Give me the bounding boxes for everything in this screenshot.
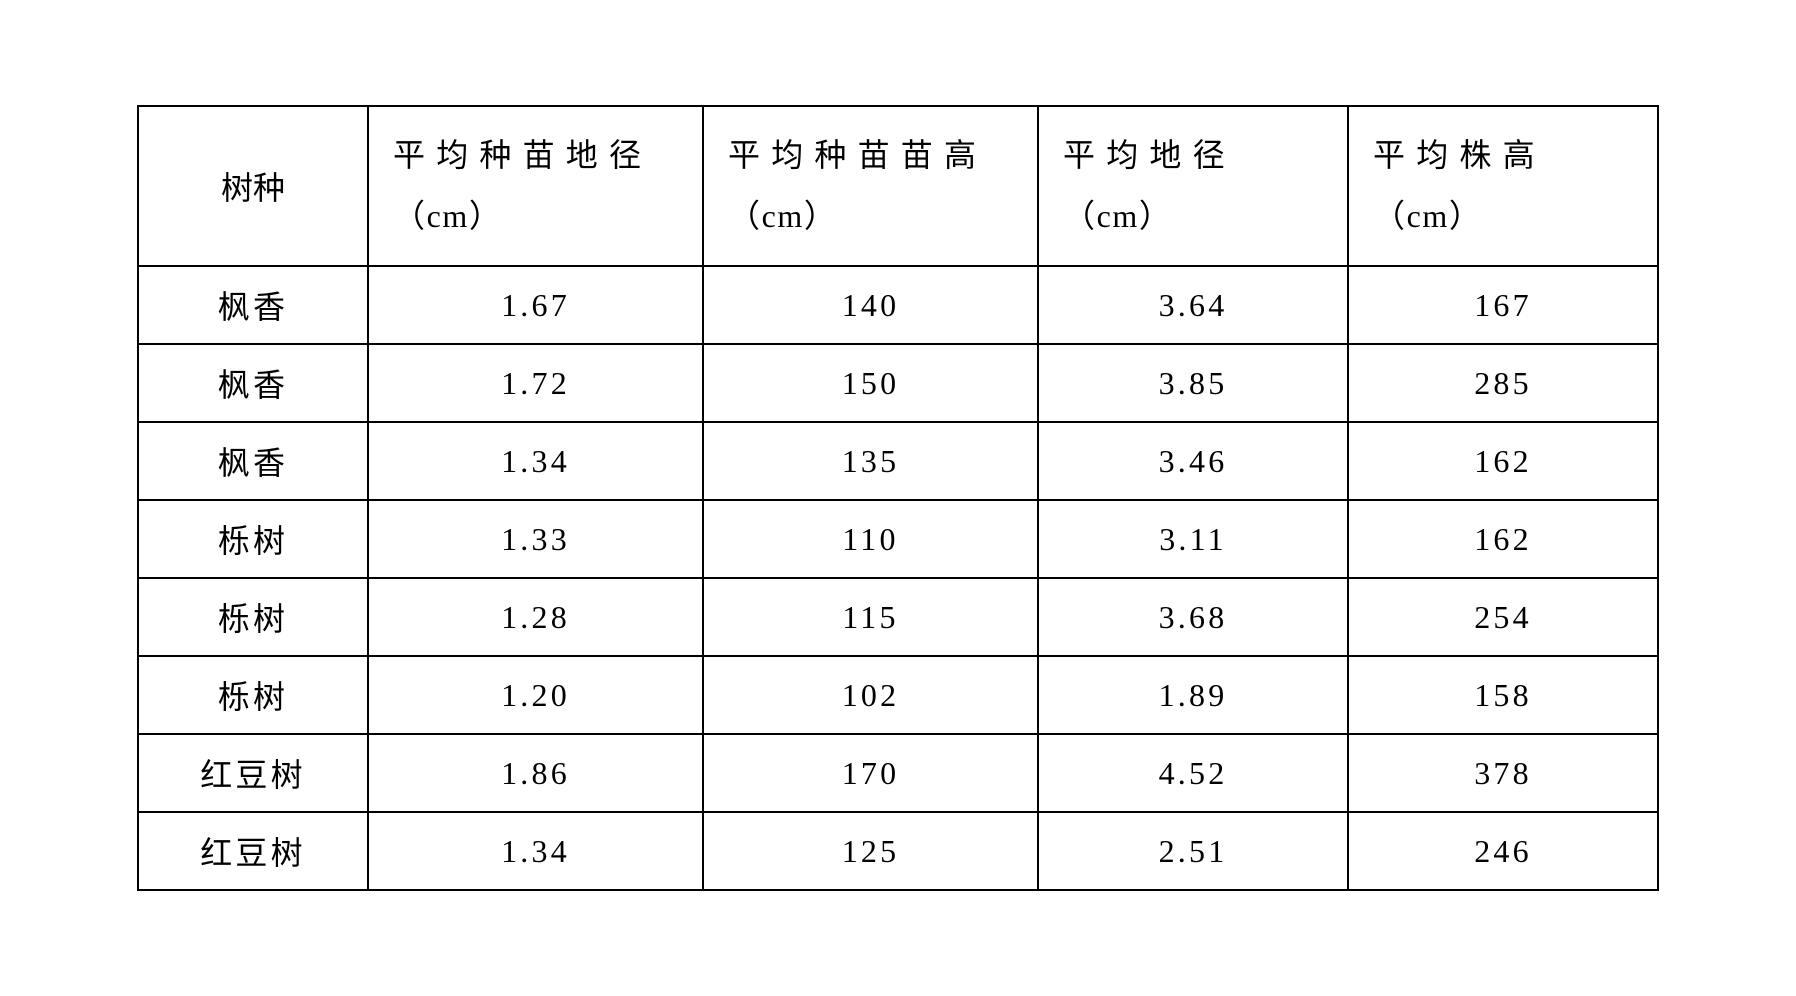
header-label-line2: （cm） bbox=[393, 186, 678, 247]
cell-species: 枫香 bbox=[138, 344, 368, 422]
cell-avg-height: 167 bbox=[1348, 266, 1658, 344]
table-row: 红豆树 1.34 125 2.51 246 bbox=[138, 812, 1658, 890]
header-row: 树种 平均种苗地径 （cm） 平均种苗苗高 （cm） 平均地径 （cm） 平均株… bbox=[138, 106, 1658, 266]
cell-seedling-diameter: 1.86 bbox=[368, 734, 703, 812]
cell-species: 红豆树 bbox=[138, 734, 368, 812]
cell-species: 栎树 bbox=[138, 656, 368, 734]
cell-seedling-diameter: 1.34 bbox=[368, 812, 703, 890]
table-header: 树种 平均种苗地径 （cm） 平均种苗苗高 （cm） 平均地径 （cm） 平均株… bbox=[138, 106, 1658, 266]
table-row: 枫香 1.67 140 3.64 167 bbox=[138, 266, 1658, 344]
cell-avg-height: 162 bbox=[1348, 422, 1658, 500]
header-label-line1: 平均种苗苗高 bbox=[728, 125, 1013, 186]
table-row: 栎树 1.33 110 3.11 162 bbox=[138, 500, 1658, 578]
cell-seedling-diameter: 1.34 bbox=[368, 422, 703, 500]
header-label-line1: 平均地径 bbox=[1063, 125, 1323, 186]
cell-seedling-height: 170 bbox=[703, 734, 1038, 812]
header-avg-diameter: 平均地径 （cm） bbox=[1038, 106, 1348, 266]
cell-seedling-diameter: 1.20 bbox=[368, 656, 703, 734]
cell-avg-height: 158 bbox=[1348, 656, 1658, 734]
table-row: 枫香 1.34 135 3.46 162 bbox=[138, 422, 1658, 500]
header-label-line2: （cm） bbox=[1063, 186, 1323, 247]
header-label: 树种 bbox=[221, 170, 285, 206]
cell-seedling-height: 102 bbox=[703, 656, 1038, 734]
cell-seedling-diameter: 1.28 bbox=[368, 578, 703, 656]
cell-avg-diameter: 1.89 bbox=[1038, 656, 1348, 734]
table-container: 树种 平均种苗地径 （cm） 平均种苗苗高 （cm） 平均地径 （cm） 平均株… bbox=[117, 85, 1679, 911]
cell-avg-diameter: 3.46 bbox=[1038, 422, 1348, 500]
header-avg-height: 平均株高 （cm） bbox=[1348, 106, 1658, 266]
data-table: 树种 平均种苗地径 （cm） 平均种苗苗高 （cm） 平均地径 （cm） 平均株… bbox=[137, 105, 1659, 891]
table-row: 枫香 1.72 150 3.85 285 bbox=[138, 344, 1658, 422]
cell-avg-diameter: 3.11 bbox=[1038, 500, 1348, 578]
header-seedling-diameter: 平均种苗地径 （cm） bbox=[368, 106, 703, 266]
header-species: 树种 bbox=[138, 106, 368, 266]
table-row: 栎树 1.20 102 1.89 158 bbox=[138, 656, 1658, 734]
cell-species: 枫香 bbox=[138, 266, 368, 344]
cell-species: 枫香 bbox=[138, 422, 368, 500]
cell-avg-height: 246 bbox=[1348, 812, 1658, 890]
cell-seedling-height: 135 bbox=[703, 422, 1038, 500]
cell-seedling-diameter: 1.72 bbox=[368, 344, 703, 422]
cell-avg-diameter: 4.52 bbox=[1038, 734, 1348, 812]
cell-species: 红豆树 bbox=[138, 812, 368, 890]
cell-seedling-height: 115 bbox=[703, 578, 1038, 656]
cell-species: 栎树 bbox=[138, 578, 368, 656]
cell-avg-height: 285 bbox=[1348, 344, 1658, 422]
table-body: 枫香 1.67 140 3.64 167 枫香 1.72 150 3.85 28… bbox=[138, 266, 1658, 890]
cell-seedling-height: 140 bbox=[703, 266, 1038, 344]
table-row: 栎树 1.28 115 3.68 254 bbox=[138, 578, 1658, 656]
cell-avg-diameter: 3.64 bbox=[1038, 266, 1348, 344]
header-label-line2: （cm） bbox=[1373, 186, 1633, 247]
cell-avg-height: 162 bbox=[1348, 500, 1658, 578]
cell-avg-height: 378 bbox=[1348, 734, 1658, 812]
cell-avg-diameter: 3.68 bbox=[1038, 578, 1348, 656]
header-label-line2: （cm） bbox=[728, 186, 1013, 247]
cell-species: 栎树 bbox=[138, 500, 368, 578]
cell-seedling-diameter: 1.33 bbox=[368, 500, 703, 578]
cell-avg-height: 254 bbox=[1348, 578, 1658, 656]
cell-avg-diameter: 2.51 bbox=[1038, 812, 1348, 890]
header-seedling-height: 平均种苗苗高 （cm） bbox=[703, 106, 1038, 266]
header-label-line1: 平均种苗地径 bbox=[393, 125, 678, 186]
cell-avg-diameter: 3.85 bbox=[1038, 344, 1348, 422]
header-label-line1: 平均株高 bbox=[1373, 125, 1633, 186]
table-row: 红豆树 1.86 170 4.52 378 bbox=[138, 734, 1658, 812]
cell-seedling-diameter: 1.67 bbox=[368, 266, 703, 344]
cell-seedling-height: 150 bbox=[703, 344, 1038, 422]
cell-seedling-height: 110 bbox=[703, 500, 1038, 578]
cell-seedling-height: 125 bbox=[703, 812, 1038, 890]
